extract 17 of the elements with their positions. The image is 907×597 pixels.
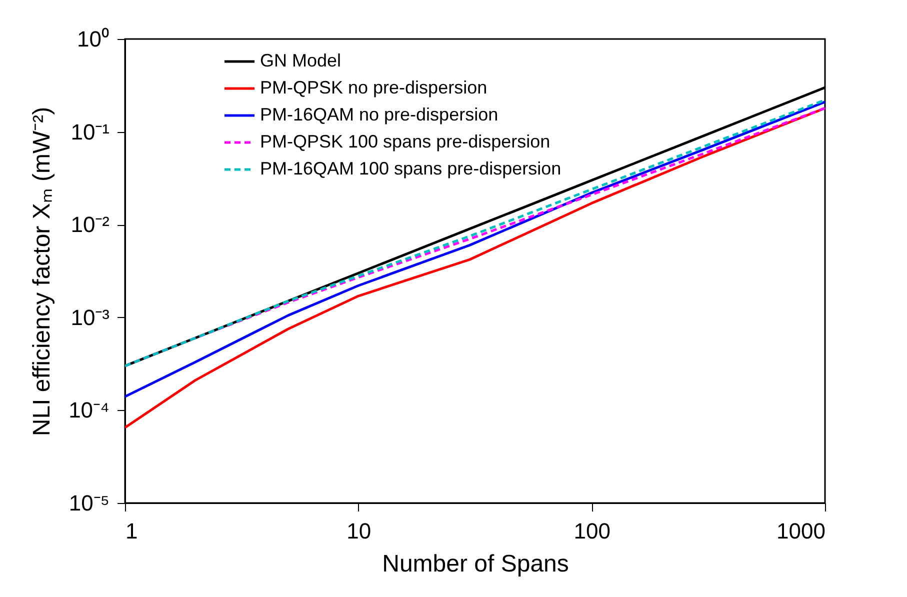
x-tick-label: 10: [346, 518, 372, 544]
y-tick-label: 10⁻⁴: [68, 398, 110, 423]
y-tick-label: 10⁻¹: [70, 119, 110, 144]
y-tick-label: 10⁻²: [70, 212, 110, 238]
x-tick-label: 100: [574, 518, 611, 544]
x-tick-label: 1000: [776, 518, 826, 544]
y-axis-title: NLI efficiency factor Xₘ (mW⁻²): [28, 106, 56, 436]
x-axis-title: Number of Spans: [382, 550, 569, 578]
y-tick-label: 10⁻³: [70, 304, 110, 330]
legend-label: PM-16QAM no pre-dispersion: [260, 104, 498, 124]
legend-label: PM-QPSK no pre-dispersion: [260, 78, 488, 98]
y-tick-label: 10⁻⁵: [68, 490, 110, 516]
legend-label: GN Model: [260, 50, 342, 70]
y-tick-label: 10⁰: [77, 26, 110, 52]
legend-label: PM-16QAM 100 spans pre-dispersion: [260, 158, 562, 178]
x-tick-label: 1: [126, 518, 138, 544]
legend-label: PM-QPSK 100 spans pre-dispersion: [260, 132, 550, 152]
